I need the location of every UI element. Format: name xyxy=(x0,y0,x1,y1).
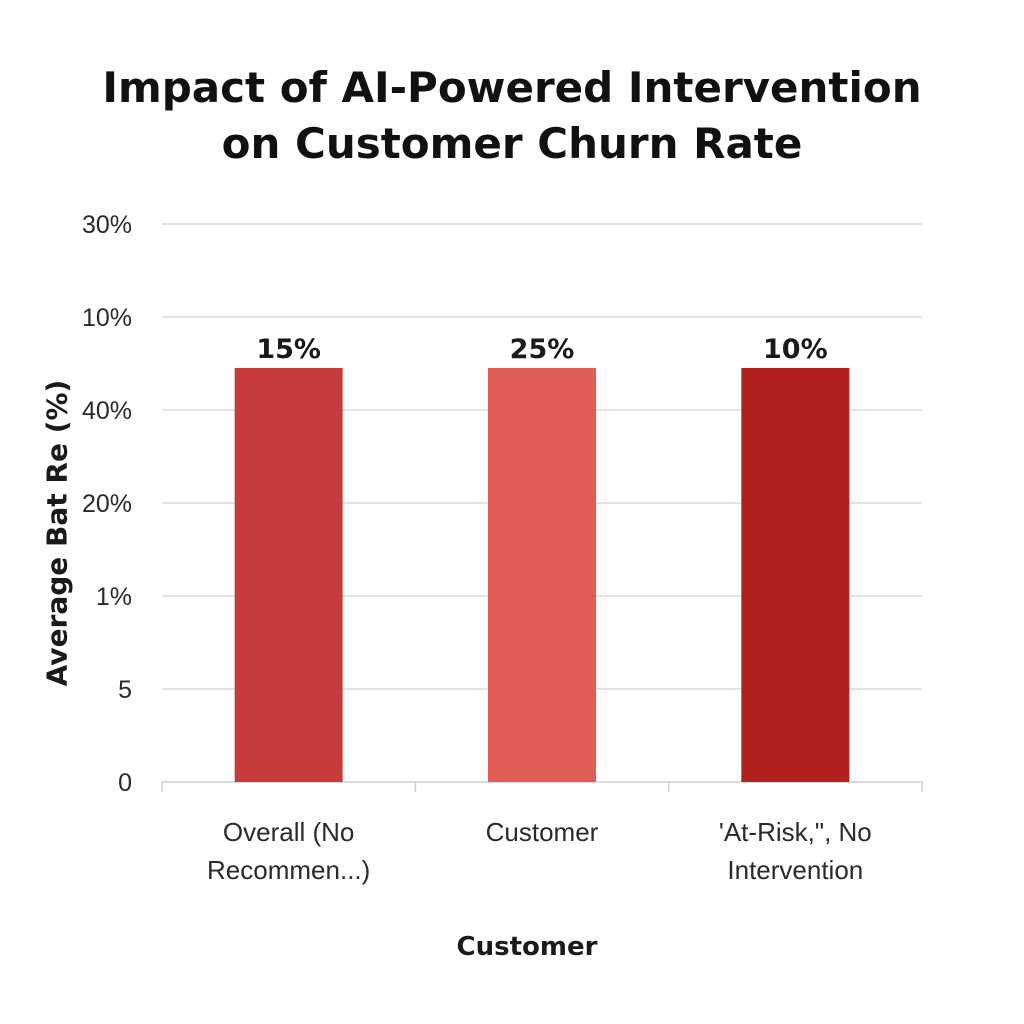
y-tick-label: 10% xyxy=(82,304,132,332)
y-tick-label: 1% xyxy=(96,583,132,611)
bar xyxy=(741,368,850,782)
x-tick-label: Customer xyxy=(486,817,599,847)
bar xyxy=(234,368,343,782)
data-label: 10% xyxy=(763,334,828,365)
chart-title-line-2: on Customer Churn Rate xyxy=(221,119,803,168)
chart-title-line-1: Impact of AI-Powered Intervention xyxy=(102,63,922,112)
chart-title: Impact of AI-Powered Intervention on Cus… xyxy=(0,60,1024,172)
data-label: 25% xyxy=(510,334,575,365)
x-tick-label: 'At-Risk,", No xyxy=(719,817,872,847)
x-axis-label: Customer xyxy=(456,932,598,962)
y-tick-label: 40% xyxy=(82,397,132,425)
data-label: 15% xyxy=(256,334,321,365)
y-tick-label: 30% xyxy=(82,211,132,239)
y-tick-label: 20% xyxy=(82,490,132,518)
y-tick-label: 5 xyxy=(118,676,132,704)
x-tick-label: Recommen...) xyxy=(207,855,370,885)
x-tick-label: Intervention xyxy=(727,855,863,885)
bar xyxy=(488,368,596,782)
x-tick-label: Overall (No xyxy=(223,817,354,847)
y-axis-label: Average Bat Re (%) xyxy=(40,379,74,687)
y-tick-label: 0 xyxy=(118,769,132,797)
